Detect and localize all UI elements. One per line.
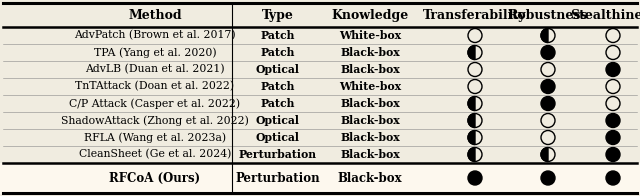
Text: Black-box: Black-box xyxy=(340,149,400,160)
Circle shape xyxy=(541,45,555,60)
Text: Patch: Patch xyxy=(261,30,295,41)
Circle shape xyxy=(606,113,620,128)
Bar xyxy=(0,163,640,193)
Wedge shape xyxy=(468,148,475,162)
Circle shape xyxy=(606,148,620,162)
Text: Patch: Patch xyxy=(261,98,295,109)
Text: AdvLB (Duan et al. 2021): AdvLB (Duan et al. 2021) xyxy=(85,64,225,75)
Text: ShadowAttack (Zhong et al. 2022): ShadowAttack (Zhong et al. 2022) xyxy=(61,115,249,126)
Text: Robustness: Robustness xyxy=(508,8,588,22)
Text: Method: Method xyxy=(128,8,182,22)
Text: White-box: White-box xyxy=(339,81,401,92)
Text: Perturbation: Perturbation xyxy=(239,149,317,160)
Text: AdvPatch (Brown et al. 2017): AdvPatch (Brown et al. 2017) xyxy=(74,30,236,41)
Text: Optical: Optical xyxy=(256,132,300,143)
Wedge shape xyxy=(541,148,548,162)
Text: Black-box: Black-box xyxy=(338,172,403,184)
Text: Black-box: Black-box xyxy=(340,98,400,109)
Circle shape xyxy=(541,96,555,111)
Text: Optical: Optical xyxy=(256,115,300,126)
Text: RFLA (Wang et al. 2023a): RFLA (Wang et al. 2023a) xyxy=(84,132,226,143)
Wedge shape xyxy=(468,45,475,60)
Text: Patch: Patch xyxy=(261,47,295,58)
Text: Type: Type xyxy=(262,8,294,22)
Circle shape xyxy=(468,171,482,185)
Wedge shape xyxy=(468,96,475,111)
Text: Patch: Patch xyxy=(261,81,295,92)
Text: White-box: White-box xyxy=(339,30,401,41)
Circle shape xyxy=(606,63,620,76)
Circle shape xyxy=(541,80,555,93)
Text: TnTAttack (Doan et al. 2022): TnTAttack (Doan et al. 2022) xyxy=(76,81,235,92)
Text: Black-box: Black-box xyxy=(340,64,400,75)
Text: Stealthiness: Stealthiness xyxy=(570,8,640,22)
Text: CleanSheet (Ge et al. 2024): CleanSheet (Ge et al. 2024) xyxy=(79,149,231,160)
Text: Black-box: Black-box xyxy=(340,115,400,126)
Circle shape xyxy=(541,171,555,185)
Wedge shape xyxy=(468,113,475,128)
Text: C/P Attack (Casper et al. 2022): C/P Attack (Casper et al. 2022) xyxy=(69,98,241,109)
Text: Optical: Optical xyxy=(256,64,300,75)
Text: Black-box: Black-box xyxy=(340,47,400,58)
Text: Black-box: Black-box xyxy=(340,132,400,143)
Text: Transferability: Transferability xyxy=(423,8,527,22)
Text: Perturbation: Perturbation xyxy=(236,172,320,184)
Wedge shape xyxy=(541,28,548,43)
Text: RFCoA (Ours): RFCoA (Ours) xyxy=(109,172,200,184)
Text: TPA (Yang et al. 2020): TPA (Yang et al. 2020) xyxy=(93,47,216,58)
Text: Knowledge: Knowledge xyxy=(332,8,408,22)
Circle shape xyxy=(606,171,620,185)
Circle shape xyxy=(606,131,620,144)
Wedge shape xyxy=(468,131,475,144)
